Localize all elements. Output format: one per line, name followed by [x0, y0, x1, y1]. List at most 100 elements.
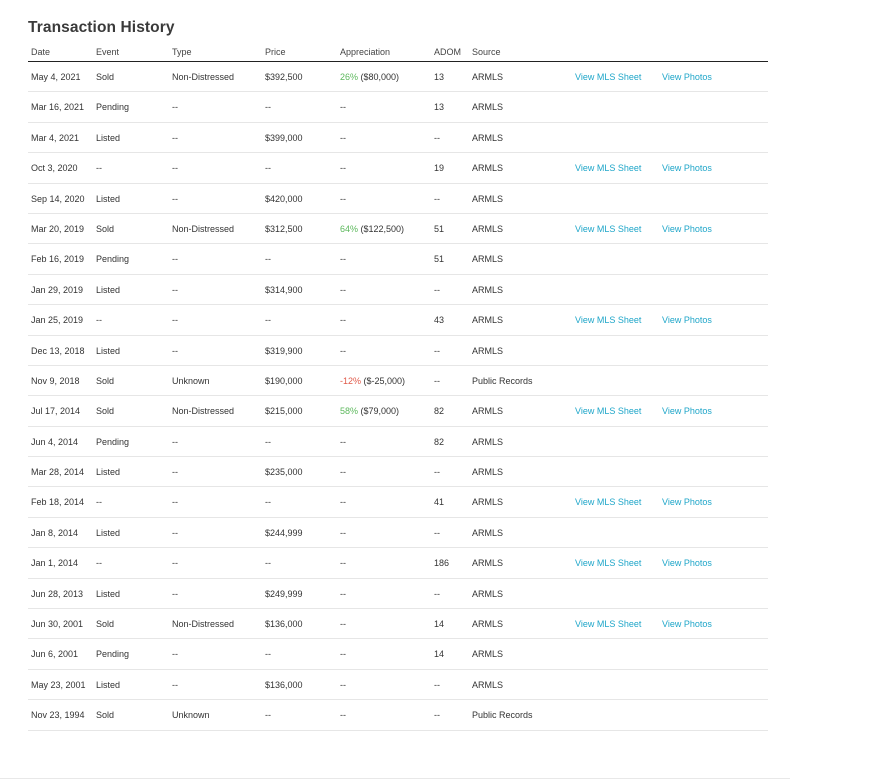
cell-source: Public Records	[472, 710, 533, 721]
table-row: Jan 8, 2014 Listed -- $244,999 -- -- ARMLS	[28, 518, 768, 549]
cell-date: Sep 14, 2020	[31, 193, 85, 204]
table-row: Jun 4, 2014 Pending -- -- -- 82 ARMLS	[28, 427, 768, 458]
cell-type: --	[172, 497, 178, 508]
column-header-type: Type	[172, 47, 192, 57]
cell-appreciation: --	[340, 467, 346, 478]
cell-appreciation: 58% ($79,000)	[340, 406, 399, 417]
cell-price: --	[265, 436, 271, 447]
cell-price: --	[265, 649, 271, 660]
cell-adom: 51	[434, 223, 445, 234]
appreciation-amount: --	[340, 284, 346, 295]
appreciation-amount: --	[340, 436, 346, 447]
view-mls-sheet-link[interactable]: View MLS Sheet	[575, 163, 642, 174]
cell-adom: 51	[434, 254, 445, 265]
cell-appreciation: --	[340, 285, 346, 296]
cell-price: --	[265, 558, 271, 569]
cell-price: $136,000	[265, 679, 303, 690]
cell-adom: 82	[434, 436, 445, 447]
cell-date: Jul 17, 2014	[31, 406, 81, 417]
cell-appreciation: 26% ($80,000)	[340, 72, 399, 83]
appreciation-percent: 64%	[340, 223, 359, 234]
cell-adom: --	[434, 345, 440, 356]
cell-appreciation: --	[340, 558, 346, 569]
view-photos-link[interactable]: View Photos	[662, 558, 712, 569]
cell-price: $399,000	[265, 132, 303, 143]
view-photos-link[interactable]: View Photos	[662, 163, 712, 174]
cell-type: --	[172, 132, 178, 143]
view-mls-sheet-link[interactable]: View MLS Sheet	[575, 72, 642, 82]
cell-type: --	[172, 649, 178, 660]
cell-price: $244,999	[265, 527, 303, 538]
view-mls-sheet-link[interactable]: View MLS Sheet	[575, 315, 642, 326]
cell-source: Public Records	[472, 375, 533, 386]
table-row: Mar 20, 2019 Sold Non-Distressed $312,500 64…	[28, 214, 768, 245]
cell-source: ARMLS	[472, 558, 504, 569]
cell-price: $136,000	[265, 619, 303, 630]
cell-source: ARMLS	[472, 132, 504, 143]
cell-source: ARMLS	[472, 467, 504, 478]
cell-adom: 14	[434, 649, 445, 660]
table-row: Oct 3, 2020 -- -- -- -- 19 ARMLS View MLS Sheet…	[28, 153, 768, 184]
cell-source: ARMLS	[472, 193, 504, 204]
table-row: Jun 6, 2001 Pending -- -- -- 14 ARMLS	[28, 639, 768, 670]
cell-event: Listed	[96, 527, 121, 538]
cell-adom: 13	[434, 102, 445, 113]
cell-appreciation: --	[340, 528, 346, 539]
cell-source: ARMLS	[472, 406, 504, 417]
table-header: Date Event Type Price Appreciation ADOM …	[28, 45, 768, 62]
cell-appreciation: --	[340, 163, 346, 174]
appreciation-amount: --	[340, 497, 346, 508]
cell-adom: --	[434, 710, 440, 721]
appreciation-amount: --	[340, 467, 346, 478]
cell-price: $190,000	[265, 375, 303, 386]
cell-date: Mar 28, 2014	[31, 467, 85, 478]
cell-appreciation: -12% ($-25,000)	[340, 376, 405, 387]
cell-date: Jan 8, 2014	[31, 527, 79, 538]
table-row: May 4, 2021 Sold Non-Distressed $392,500 26%…	[28, 62, 768, 93]
cell-type: --	[172, 527, 178, 538]
view-mls-sheet-link[interactable]: View MLS Sheet	[575, 223, 642, 234]
cell-source: ARMLS	[472, 497, 504, 508]
cell-source: ARMLS	[472, 223, 504, 234]
cell-event: Sold	[96, 406, 115, 417]
cell-price: --	[265, 254, 271, 265]
cell-event: Listed	[96, 345, 121, 356]
cell-price: $215,000	[265, 406, 303, 417]
cell-source: ARMLS	[472, 527, 504, 538]
table-row: Jan 29, 2019 Listed -- $314,900 -- -- ARMLS	[28, 275, 768, 306]
appreciation-amount: --	[340, 132, 346, 143]
cell-date: Feb 16, 2019	[31, 254, 85, 265]
appreciation-amount: --	[340, 193, 346, 204]
cell-event: Pending	[96, 102, 130, 113]
view-photos-link[interactable]: View Photos	[662, 315, 712, 326]
view-photos-link[interactable]: View Photos	[662, 497, 712, 508]
cell-price: --	[265, 163, 271, 174]
cell-date: Feb 18, 2014	[31, 497, 85, 508]
cell-type: Non-Distressed	[172, 619, 235, 630]
appreciation-amount: --	[340, 619, 346, 630]
appreciation-amount: --	[340, 102, 346, 113]
view-photos-link[interactable]: View Photos	[662, 223, 712, 234]
view-mls-sheet-link[interactable]: View MLS Sheet	[575, 619, 642, 630]
cell-date: Jun 30, 2001	[31, 619, 84, 630]
cell-event: --	[96, 163, 102, 174]
cell-date: Jun 4, 2014	[31, 436, 79, 447]
view-photos-link[interactable]: View Photos	[662, 72, 712, 82]
cell-adom: 41	[434, 497, 445, 508]
cell-date: Jun 28, 2013	[31, 588, 84, 599]
cell-price: $392,500	[265, 72, 303, 82]
cell-appreciation: --	[340, 254, 346, 265]
view-mls-sheet-link[interactable]: View MLS Sheet	[575, 558, 642, 569]
cell-appreciation: --	[340, 619, 346, 630]
view-mls-sheet-link[interactable]: View MLS Sheet	[575, 497, 642, 508]
appreciation-amount: --	[340, 679, 346, 690]
cell-event: --	[96, 497, 102, 508]
cell-adom: 13	[434, 72, 445, 82]
cell-price: $235,000	[265, 467, 303, 478]
view-photos-link[interactable]: View Photos	[662, 619, 712, 630]
cell-source: ARMLS	[472, 102, 504, 113]
column-header-adom: ADOM	[434, 47, 461, 57]
appreciation-amount: --	[340, 163, 346, 174]
view-photos-link[interactable]: View Photos	[662, 406, 712, 417]
view-mls-sheet-link[interactable]: View MLS Sheet	[575, 406, 642, 417]
